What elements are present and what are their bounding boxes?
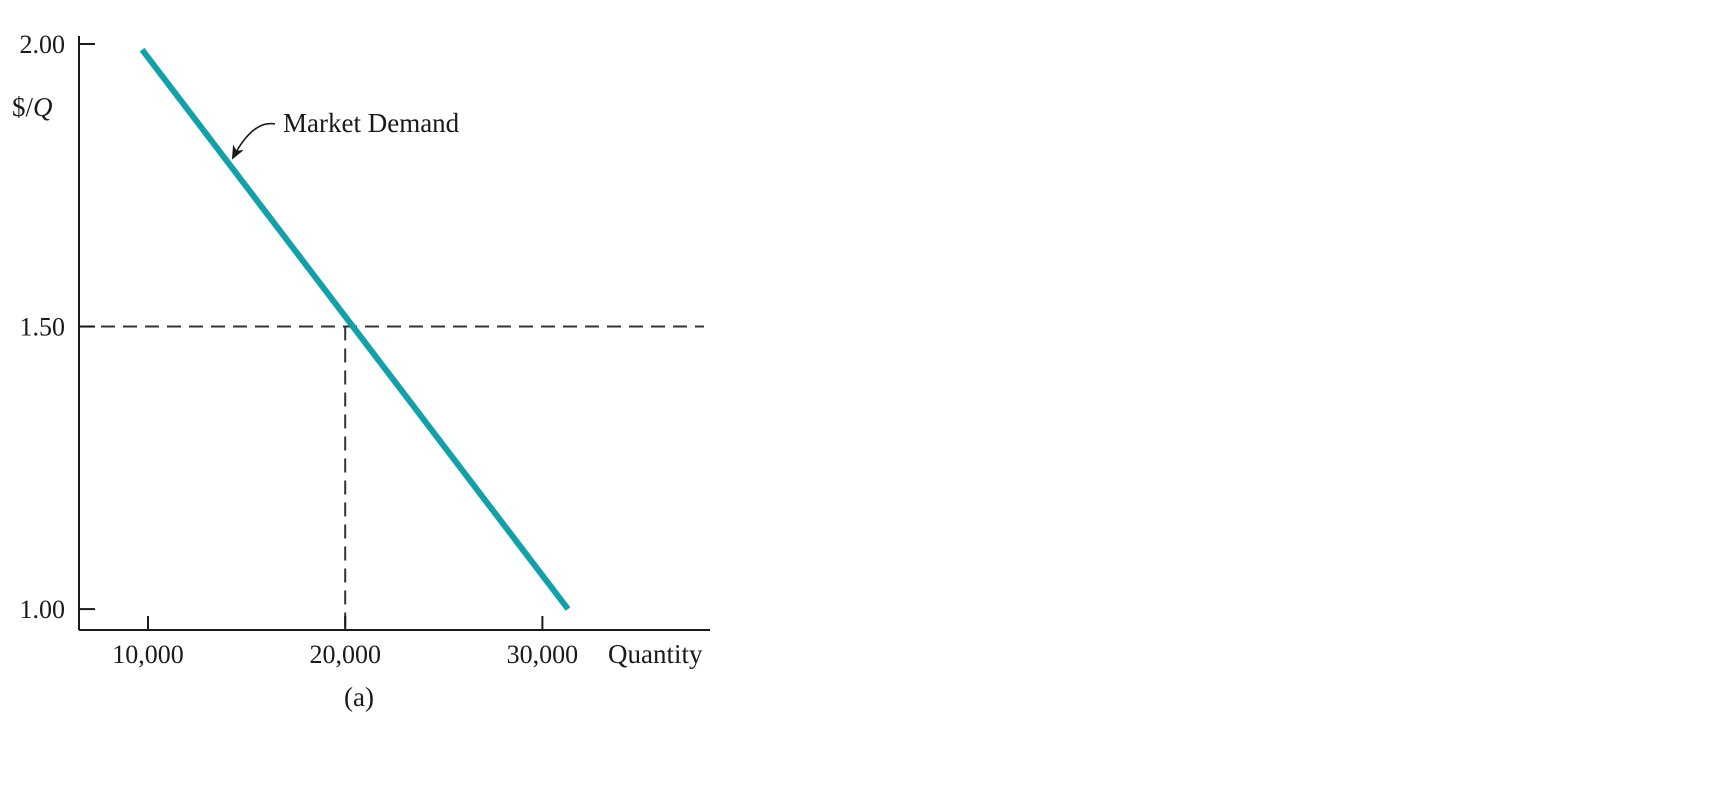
- y-ticks: 1.00 1.50 2.00: [20, 30, 95, 624]
- x-axis-title: Quantity: [608, 639, 703, 669]
- market-demand-line: [139, 47, 571, 611]
- y-axis-title-variable: Q: [33, 92, 53, 122]
- x-tick-label: 20,000: [309, 640, 381, 669]
- y-tick-label: 1.00: [20, 595, 66, 624]
- x-tick-label: 10,000: [112, 640, 184, 669]
- x-ticks: 10,000 20,000 30,000: [112, 616, 578, 669]
- x-tick-label: 30,000: [507, 640, 579, 669]
- figure-caption: (a): [344, 682, 374, 712]
- y-axis-title-prefix: $/: [12, 92, 34, 122]
- y-tick-label: 2.00: [20, 30, 66, 59]
- series-layer: [139, 47, 571, 611]
- y-axis-title: $/Q: [12, 92, 53, 122]
- annotation-arrow: [231, 122, 276, 160]
- market-demand-annotation: Market Demand: [283, 108, 460, 138]
- y-tick-label: 1.50: [20, 313, 66, 342]
